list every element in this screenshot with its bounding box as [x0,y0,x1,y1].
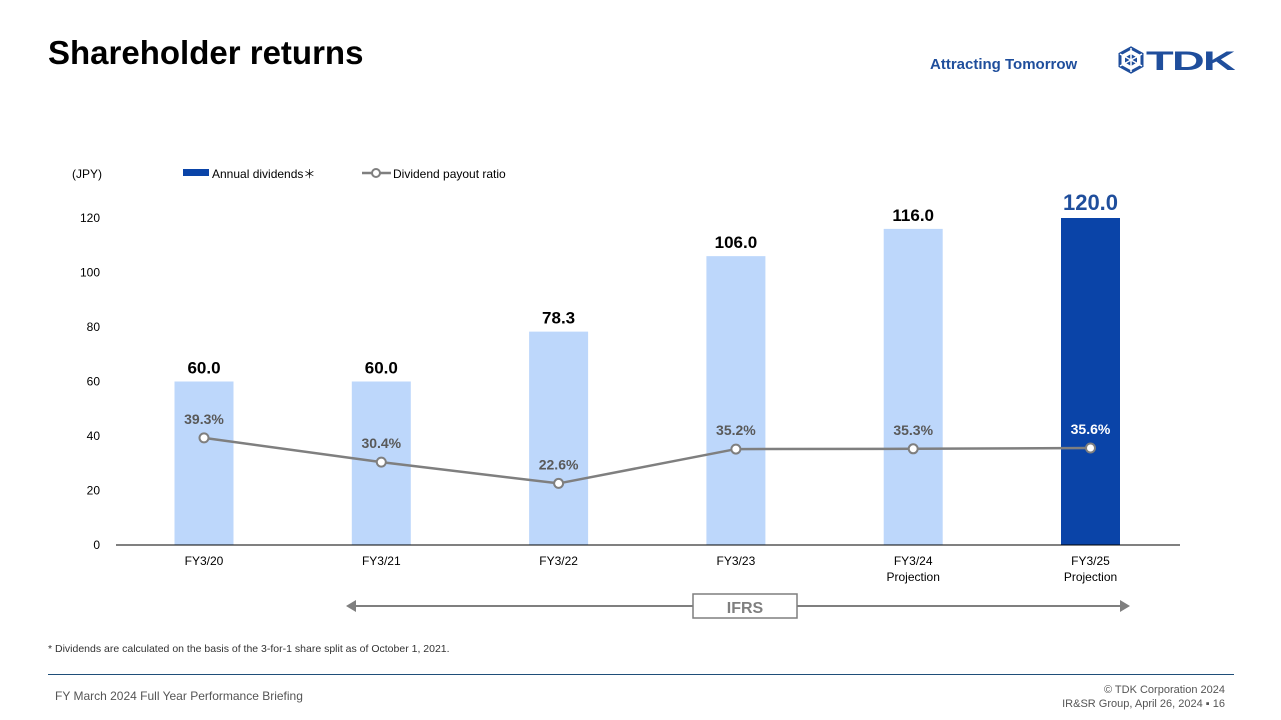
payout-ratio-point [730,443,742,455]
x-tick-label: FY3/20 [185,554,224,568]
payout-ratio-label: 35.3% [893,422,933,438]
bar-value-label: 78.3 [542,309,575,328]
legend-marker-payout-ratio [371,168,381,178]
ifrs-annotation: IFRS [346,593,1130,619]
payout-ratio-line [203,436,1091,485]
x-tick-label: FY3/24 [894,554,933,568]
y-axis-unit-label: (JPY) [72,167,102,181]
bar-value-label: 116.0 [892,206,934,225]
payout-ratio-labels: 39.3% 30.4% 22.6% 35.2% 35.3% 35.6% [184,411,1111,473]
payout-ratio-label: 39.3% [184,411,224,427]
payout-ratio-label: 35.2% [716,422,756,438]
payout-ratio-point [1085,442,1096,454]
y-tick-label: 120 [80,211,100,225]
payout-ratio-label: 30.4% [361,435,401,451]
y-axis-ticks: 0 20 40 60 80 100 120 [80,211,100,552]
y-tick-label: 0 [93,538,100,552]
payout-ratio-label: 22.6% [539,456,579,472]
bar-value-label: 106.0 [715,233,758,252]
ifrs-arrow-left-head [346,600,356,612]
y-tick-label: 20 [87,484,101,498]
x-tick-label: FY3/22 [539,554,578,568]
payout-ratio-point [375,456,387,468]
dividend-bar [529,331,589,545]
footer-presentation-title: FY March 2024 Full Year Performance Brie… [55,689,303,703]
footnote: * Dividends are calculated on the basis … [48,643,450,655]
dividend-bar [1061,218,1120,545]
legend-label-annual-dividends: Annual dividends＊ [212,167,315,181]
bar-value-labels: 60.0 60.0 78.3 106.0 116.0 120.0 [187,190,1118,378]
ifrs-box [692,593,798,619]
x-axis-ticks: FY3/20 FY3/21 FY3/22 FY3/23 FY3/24 Projection… [185,554,1118,584]
x-tick-label: FY3/21 [362,554,401,568]
payout-ratio-point [198,432,210,444]
legend-label-payout-ratio: Dividend payout ratio [393,167,506,181]
y-tick-label: 60 [87,375,101,389]
footer-divider [48,674,1234,675]
page-title: Shareholder returns [48,34,364,71]
x-tick-sublabel: Projection [1064,570,1117,584]
footer-copyright: © TDK Corporation 2024 IR&SR Group, Apri… [1062,683,1225,711]
brand-tagline: Attracting Tomorrow [930,56,1078,73]
x-tick-label: FY3/25 [1071,554,1110,568]
bar-value-label: 120.0 [1063,190,1118,215]
chart-legend: Annual dividends＊ Dividend payout ratio [183,167,506,181]
bar-series [174,218,1120,545]
y-tick-label: 100 [80,266,100,280]
ifrs-arrow-right-head [1120,600,1130,612]
dividend-bar [706,256,766,545]
payout-ratio-label: 35.6% [1071,421,1111,437]
payout-ratio-point [907,443,919,455]
footer-copyright-line: © TDK Corporation 2024 [1103,684,1225,696]
y-tick-label: 80 [87,320,101,334]
legend-swatch-annual-dividends [183,169,209,176]
bar-value-label: 60.0 [365,359,398,378]
ifrs-label: IFRS [727,600,764,617]
payout-ratio-series [198,432,1096,489]
tdk-logo: TDK [1118,46,1236,74]
dividend-bar [883,228,943,545]
x-tick-label: FY3/23 [717,554,756,568]
tdk-logo-text: TDK [1146,46,1236,74]
x-tick-sublabel: Projection [887,570,940,584]
footer-page-info: IR&SR Group, April 26, 2024 ▪ 16 [1062,698,1225,710]
y-tick-label: 40 [87,429,101,443]
bar-value-label: 60.0 [187,359,220,378]
dividend-bar [174,381,234,545]
tdk-logo-emblem [1118,46,1144,74]
payout-ratio-point [553,477,565,489]
